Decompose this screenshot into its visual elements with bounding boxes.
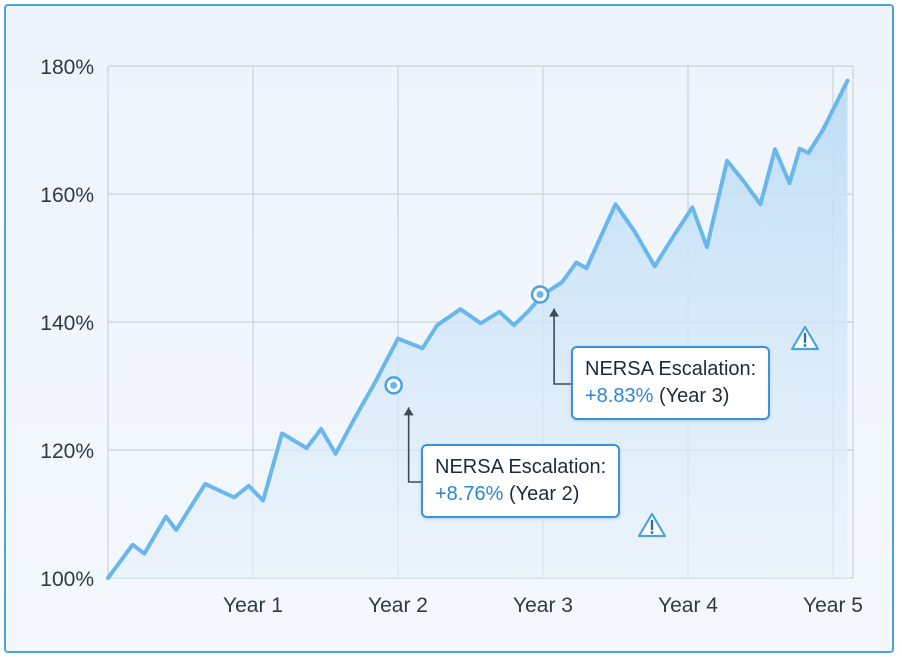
- markers: [384, 285, 550, 395]
- leader-arrowhead: [549, 308, 560, 317]
- y-tick-label: 100%: [40, 568, 94, 591]
- annotation-suffix: (Year 2): [508, 483, 580, 505]
- marker-dot: [536, 290, 544, 298]
- x-axis-ticks: Year 1 Year 2 Year 3 Year 4 Year 5: [223, 594, 863, 617]
- annotation-title: NERSA Escalation:: [585, 358, 757, 380]
- annotation-suffix: (Year 3): [658, 385, 730, 407]
- series-area: [108, 80, 848, 578]
- y-tick-label: 120%: [40, 440, 94, 463]
- x-tick-label: Year 5: [803, 594, 863, 617]
- y-tick-label: 180%: [40, 56, 94, 79]
- warning-icon: [637, 512, 667, 538]
- annotation-value: +8.83%: [585, 385, 654, 407]
- y-tick-label: 140%: [40, 312, 94, 335]
- annotation-title: NERSA Escalation:: [435, 456, 607, 478]
- x-tick-label: Year 3: [513, 594, 573, 617]
- leader-line: [407, 407, 421, 483]
- marker-dot: [390, 381, 398, 389]
- annotation-year-2: NERSA Escalation: +8.76% (Year 2): [421, 444, 621, 518]
- y-tick-label: 160%: [40, 184, 94, 207]
- leader-line: [553, 308, 571, 385]
- series-line: [106, 78, 850, 580]
- warning-icon: [790, 325, 820, 351]
- annotation-year-3: NERSA Escalation: +8.83% (Year 3): [571, 346, 771, 420]
- x-tick-label: Year 1: [223, 594, 283, 617]
- y-axis-ticks: 100% 120% 140% 160% 180%: [40, 56, 94, 591]
- annotation-value: +8.76%: [435, 483, 504, 505]
- leader-arrowhead: [403, 407, 414, 416]
- x-tick-label: Year 4: [658, 594, 718, 617]
- x-tick-label: Year 2: [368, 594, 428, 617]
- annotation-leaders: [403, 308, 571, 483]
